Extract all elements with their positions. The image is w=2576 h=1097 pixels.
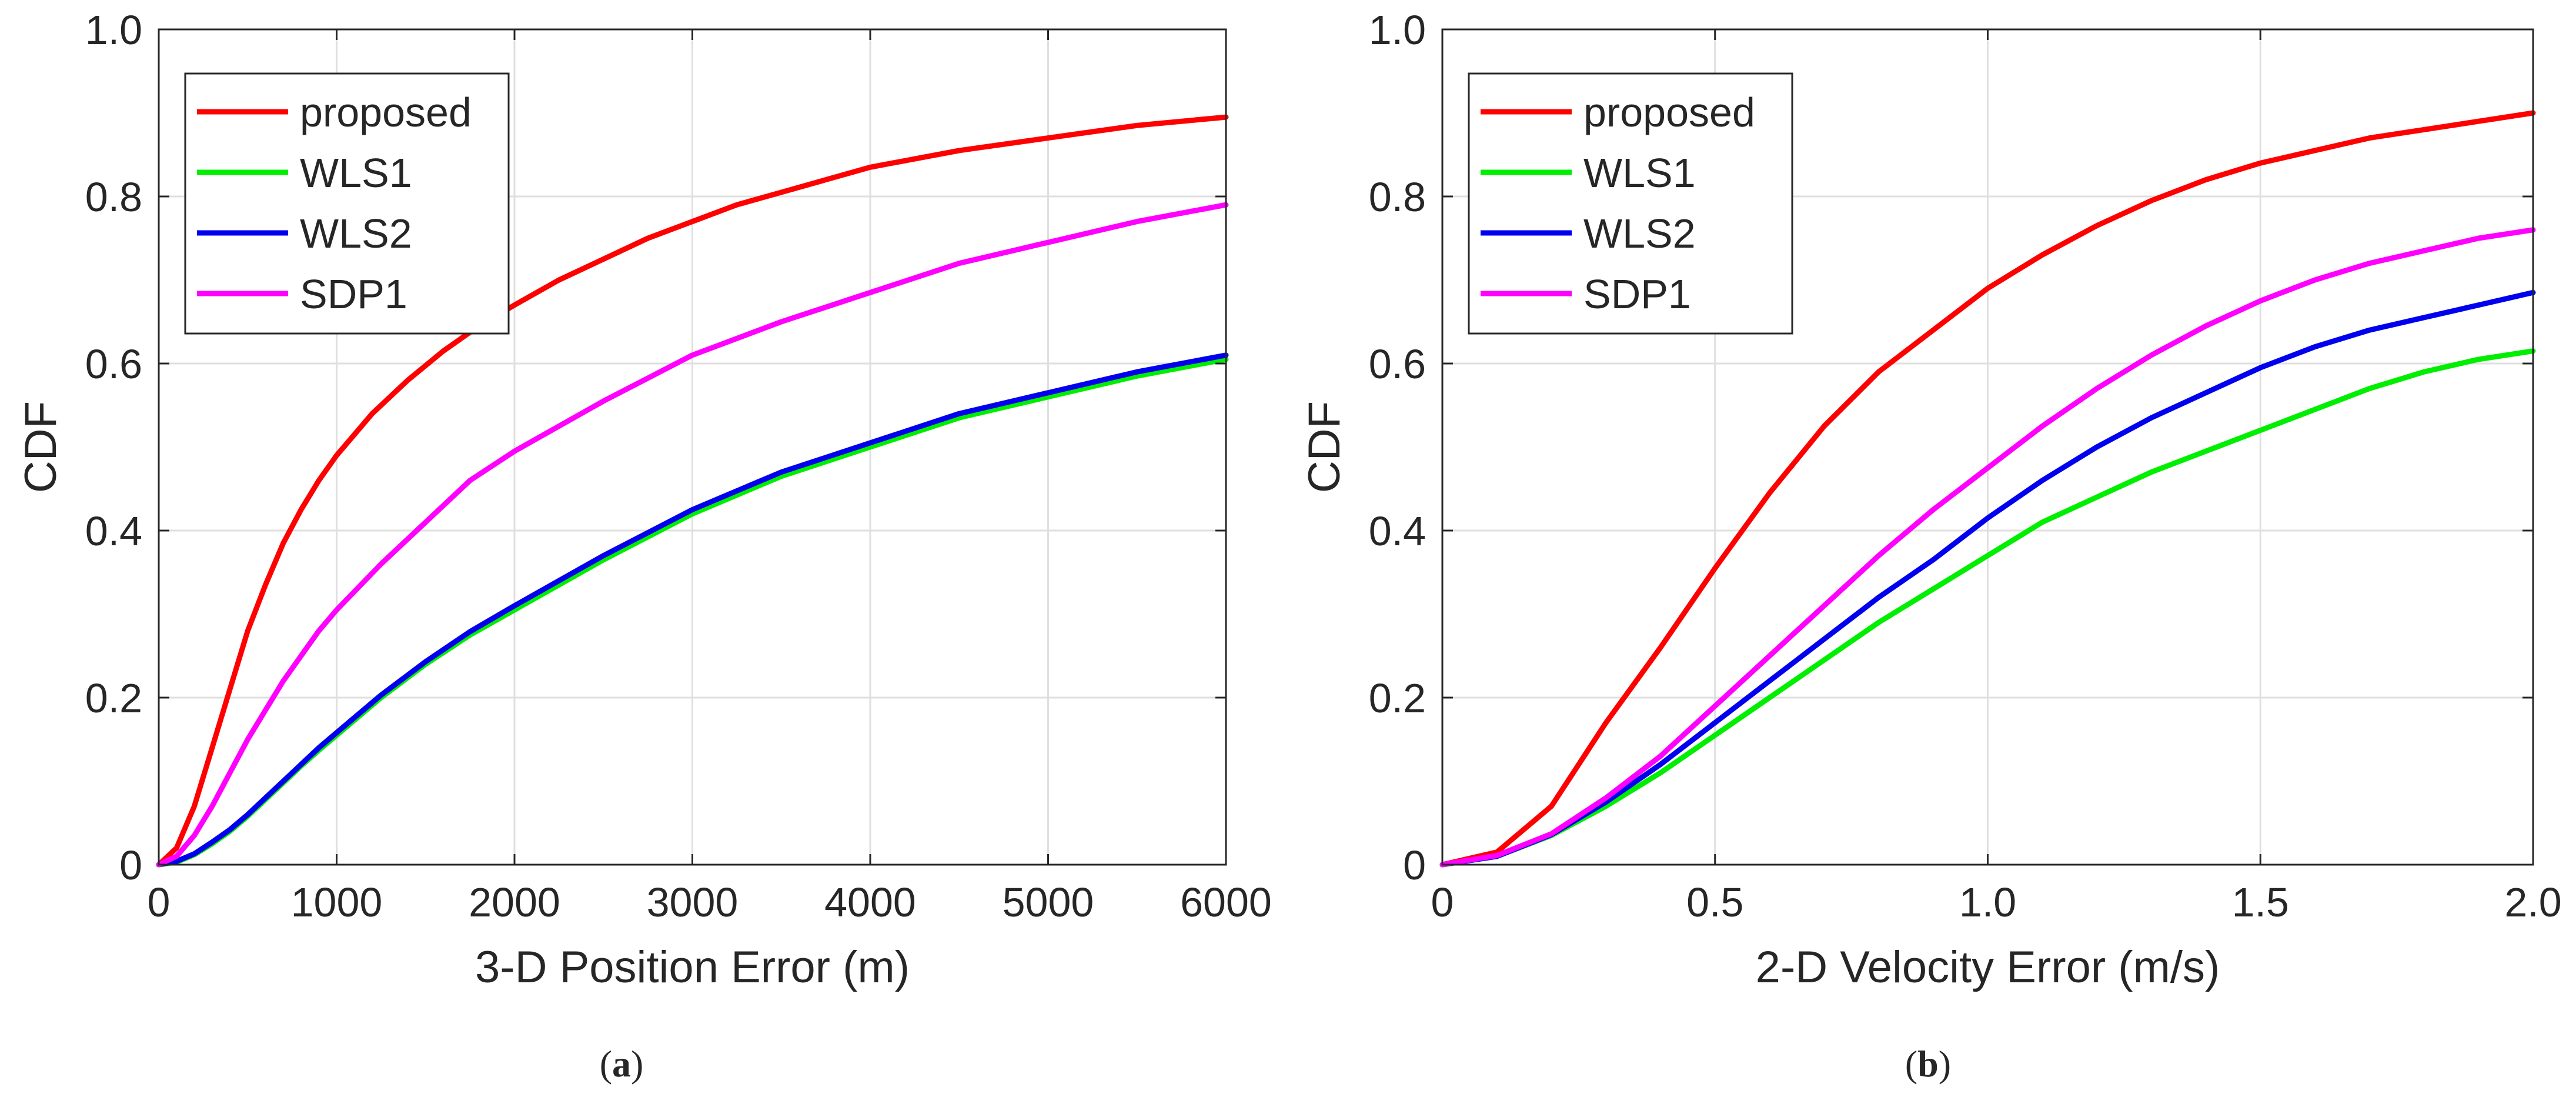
legend-label-sdp1: SDP1	[300, 271, 407, 317]
y-tick-label: 0.8	[1369, 174, 1426, 220]
series-line-wls2	[1439, 289, 2536, 868]
caption-a: (a)	[600, 1043, 644, 1085]
legend-label-wls1: WLS1	[1583, 150, 1696, 196]
x-axis-label: 2-D Velocity Error (m/s)	[1756, 942, 2220, 992]
y-axis-label: CDF	[16, 401, 66, 493]
x-tick-label: 4000	[824, 879, 916, 925]
panel-b: 0 0.5 1.0 1.5 2.0 0 0.2 0.4 0.6 0.8 1.0 2-D Velocit…	[1299, 7, 2562, 992]
series-line-proposed	[156, 114, 1229, 868]
y-tick-label: 0.6	[1369, 341, 1426, 387]
y-tick-label: 0	[119, 842, 142, 888]
caption-b-letter: b	[1917, 1043, 1939, 1085]
y-axis-label: CDF	[1299, 401, 1349, 493]
legend-label-sdp1: SDP1	[1583, 271, 1691, 317]
legend-label-proposed: proposed	[1583, 89, 1755, 135]
x-tick-label: 0	[1431, 879, 1454, 925]
legend-label-proposed: proposed	[300, 89, 472, 135]
legend-label-wls1: WLS1	[300, 150, 412, 196]
caption-close-paren: )	[1939, 1043, 1951, 1085]
y-tick-label: 0.4	[1369, 508, 1426, 554]
x-axis-label: 3-D Position Error (m)	[475, 942, 910, 992]
y-tick-label: 0	[1403, 842, 1426, 888]
caption-close-paren: )	[631, 1043, 643, 1085]
x-tick-label: 1.5	[2232, 879, 2289, 925]
x-tick-label: 0	[148, 879, 171, 925]
legend-label-wls2: WLS2	[1583, 211, 1696, 256]
x-tick-label: 1000	[291, 879, 383, 925]
legend: proposed WLS1 WLS2 SDP1	[1468, 72, 1793, 335]
caption-b: (b)	[1905, 1043, 1951, 1085]
legend-box	[184, 72, 510, 335]
legend-label-wls2: WLS2	[300, 211, 412, 256]
y-tick-label: 0.8	[85, 174, 142, 220]
x-tick-label: 5000	[1003, 879, 1094, 925]
y-tick-label: 1.0	[85, 7, 142, 53]
y-tick-label: 0.2	[1369, 675, 1426, 721]
x-tick-label: 3000	[647, 879, 739, 925]
x-tick-label: 2000	[469, 879, 560, 925]
x-tick-label: 1.0	[1959, 879, 2016, 925]
caption-open-paren: (	[600, 1043, 612, 1085]
x-tick-label: 0.5	[1686, 879, 1743, 925]
series-line-sdp1	[1439, 227, 2536, 868]
series-line-sdp1	[156, 202, 1229, 868]
series-line-wls2	[156, 352, 1229, 868]
y-tick-label: 0.6	[85, 341, 142, 387]
legend-box	[1468, 72, 1793, 335]
caption-a-letter: a	[612, 1043, 631, 1085]
legend: proposed WLS1 WLS2 SDP1	[184, 72, 510, 335]
series-line-wls1	[1439, 348, 2536, 868]
caption-open-paren: (	[1905, 1043, 1917, 1085]
x-tick-label: 2.0	[2504, 879, 2561, 925]
series-line-proposed	[1439, 110, 2536, 868]
y-tick-label: 0.4	[85, 508, 142, 554]
x-tick-label: 6000	[1180, 879, 1272, 925]
y-tick-label: 0.2	[85, 675, 142, 721]
y-tick-label: 1.0	[1369, 7, 1426, 53]
panel-a: 0 1000 2000 3000 4000 5000 6000 0 0.2 0.4 0.6 0.8 1.…	[16, 7, 1272, 992]
